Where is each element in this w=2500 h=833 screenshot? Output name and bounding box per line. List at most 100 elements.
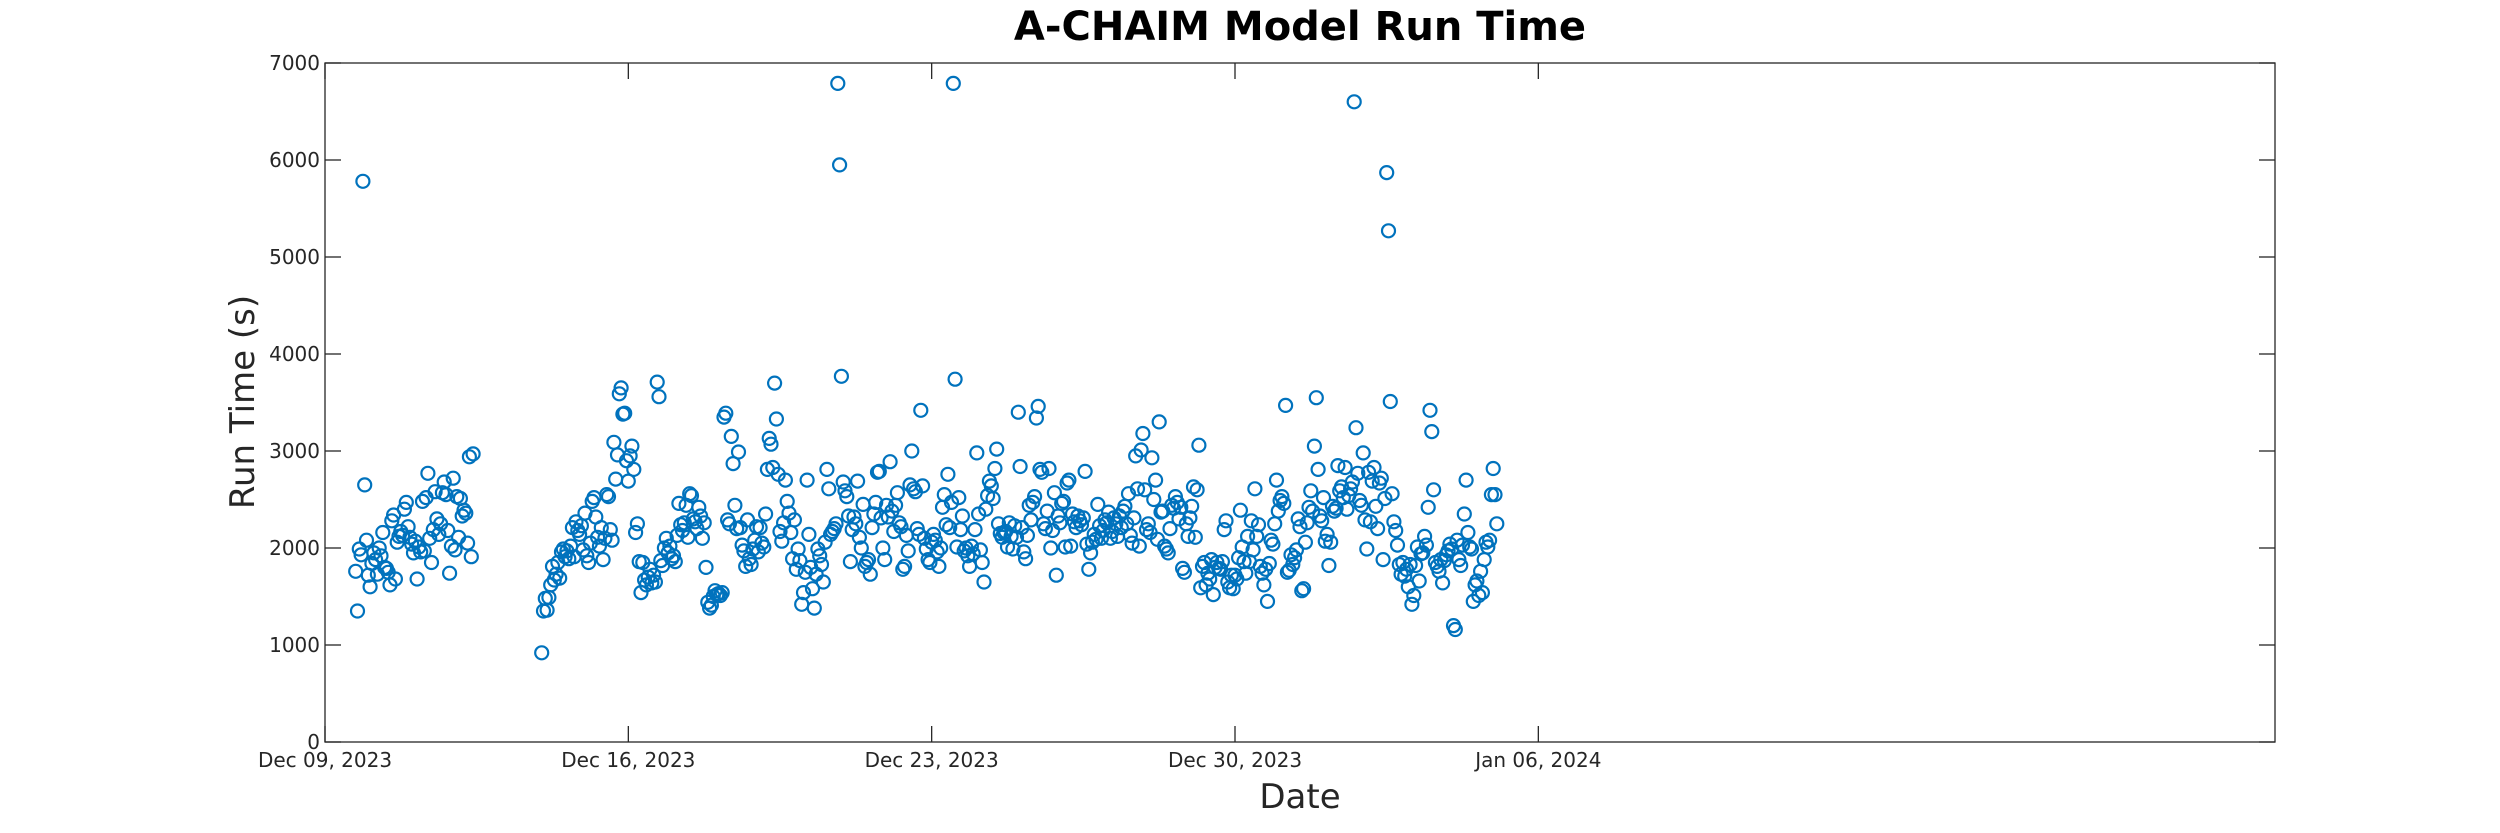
data-point [976,574,992,590]
data-point [947,371,963,387]
data-point [756,539,772,555]
data-point [1010,404,1026,420]
data-point [1017,551,1034,567]
data-point [1420,499,1436,515]
data-point [819,461,835,477]
data-point [795,584,812,601]
data-point [617,405,633,421]
data-point [815,574,831,590]
data-point [671,495,687,511]
x-axis-label: Date [1259,777,1340,817]
x-tick-label: Jan 06, 2024 [1473,748,1601,772]
y-tick-label: 3000 [269,439,320,463]
data-point [1137,482,1153,498]
data-point [604,532,620,548]
data-point [1346,94,1362,110]
x-tick-label: Dec 16, 2023 [561,748,695,772]
data-point [1458,472,1474,488]
data-points [348,75,1505,661]
data-point [813,556,830,573]
data-point [974,554,990,571]
data-point [1277,397,1294,413]
data-point [1046,485,1063,501]
data-point [580,554,597,571]
data-point [358,532,375,548]
data-point [989,441,1005,457]
data-point [371,540,387,556]
data-point [1297,534,1314,550]
data-point [790,541,806,557]
data-point [427,484,443,500]
data-point [1288,542,1305,558]
data-point [1285,556,1301,573]
x-tick-label: Dec 23, 2023 [865,748,999,772]
data-point [1265,536,1281,552]
data-point [600,489,617,505]
data-point [1404,596,1420,612]
data-point [595,551,611,568]
data-point [1292,519,1308,535]
data-point [1350,465,1366,481]
data-point [831,157,848,173]
data-point [868,494,884,510]
data-point [1294,583,1310,599]
data-point [839,489,855,505]
data-point [1057,539,1073,555]
data-point [1290,511,1306,527]
data-point [1147,472,1164,488]
data-point [1474,584,1491,601]
data-point [1406,587,1422,604]
data-point [1122,527,1138,544]
data-point [649,374,665,390]
data-point [463,549,479,565]
data-point [1463,541,1480,557]
data-point [1245,542,1261,558]
data-point [1353,497,1370,513]
data-point [914,478,931,494]
data-point [409,571,425,587]
data-point [954,508,971,524]
data-point [1176,564,1193,580]
data-point [400,519,416,535]
data-point [1447,621,1463,638]
data-point [1317,533,1333,549]
data-point [1379,165,1395,181]
data-point [1369,520,1386,537]
data-point [624,438,640,454]
data-point [1019,527,1036,544]
data-point [727,497,743,513]
data-point [985,490,1001,507]
data-point [1043,540,1059,556]
data-point [658,530,674,546]
data-point [929,544,945,560]
data-point [465,446,481,462]
data-point [1135,425,1151,442]
data-point [846,509,862,525]
data-point [757,506,774,522]
data-point [1286,550,1303,566]
data-point [375,524,391,541]
data-point [730,444,747,460]
data-point [1216,521,1232,538]
data-point [626,461,642,477]
data-point [889,485,906,501]
data-point [404,536,420,552]
data-point [1247,481,1263,497]
data-point [1191,437,1207,453]
y-tick-label: 4000 [269,342,320,366]
data-point [853,540,869,556]
data-point [1102,530,1119,546]
data-point [1274,489,1290,505]
data-point [1182,510,1198,526]
data-point [1388,522,1404,539]
data-point [1310,461,1326,477]
data-point [1037,520,1054,537]
data-point [951,490,967,506]
data-point [1232,502,1249,518]
data-point [1129,481,1146,497]
data-point [1028,410,1045,426]
data-point [1218,513,1234,529]
data-point [1146,491,1162,508]
y-tick-label: 6000 [269,148,320,172]
data-point [458,505,474,521]
